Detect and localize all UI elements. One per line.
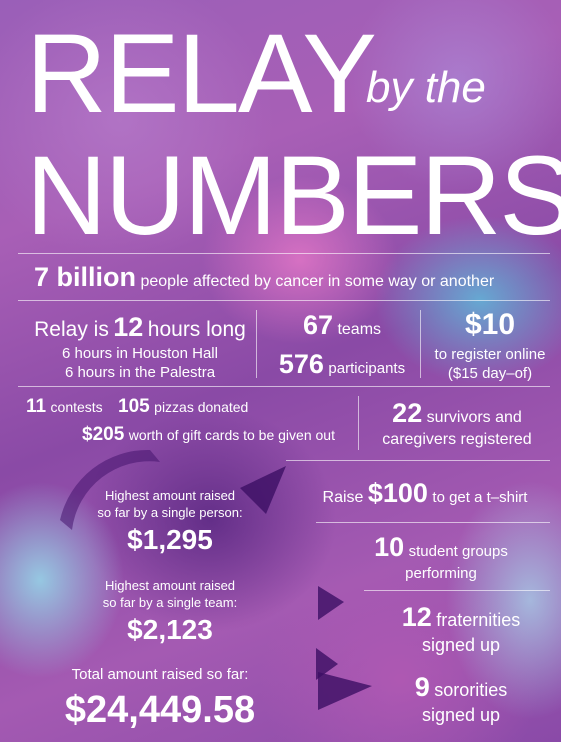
stat-line: so far by a single team: <box>102 595 238 610</box>
stat-label: participants <box>328 360 406 377</box>
stat-pre: Raise <box>322 489 364 506</box>
stat-post: to get a t–shirt <box>432 489 528 506</box>
stat-line: signed up <box>421 705 501 725</box>
stat-line: 6 hours in the Palestra <box>64 364 216 381</box>
stat-value: $24,449.58 <box>64 689 256 731</box>
stat-label: sororities <box>434 680 508 700</box>
stat-tshirt: Raise $100 to get a t–shirt <box>298 478 552 509</box>
stat-value: 12 <box>401 602 432 632</box>
stat-line: 6 hours in Houston Hall <box>62 345 218 362</box>
divider-v3 <box>358 396 359 450</box>
stat-top-team: Highest amount raised so far by a single… <box>60 578 280 646</box>
stat-value: 9 <box>414 672 430 702</box>
arrow-head-1 <box>240 466 286 514</box>
divider-v1 <box>256 310 257 378</box>
stat-value: 10 <box>374 532 405 562</box>
arrow-head-3 <box>316 648 338 680</box>
stat-line: Total amount raised so far: <box>71 666 249 683</box>
stat-line: Highest amount raised <box>104 488 236 503</box>
stat-contests: 11 contests <box>26 396 103 418</box>
stat-value: 11 <box>26 396 47 417</box>
divider-1 <box>18 253 550 254</box>
divider-6 <box>364 590 550 591</box>
stat-label: survivors and <box>426 409 522 426</box>
stat-student-groups: 10 student groups performing <box>330 532 552 582</box>
stat-label: pizzas donated <box>154 399 249 415</box>
stat-gift-cards: $205 worth of gift cards to be given out <box>82 424 335 446</box>
stat-line: so far by a single person: <box>97 505 243 520</box>
stat-pizzas: 105 pizzas donated <box>118 396 248 418</box>
divider-5 <box>316 522 550 523</box>
stat-value: 22 <box>392 398 423 428</box>
stat-value: 7 billion <box>34 262 137 292</box>
divider-v2 <box>420 310 421 378</box>
stat-value: $2,123 <box>127 614 213 645</box>
title-numbers: NUMBERS <box>26 133 561 258</box>
stat-line: ($15 day–of) <box>447 365 533 382</box>
stat-label: student groups <box>408 543 508 560</box>
stat-sororities: 9 sororities signed up <box>372 672 550 726</box>
stat-value: 12 <box>113 312 144 342</box>
stat-line: signed up <box>421 635 501 655</box>
stat-line: Highest amount raised <box>104 578 236 593</box>
stat-post: hours long <box>147 318 246 341</box>
stat-label: fraternities <box>436 610 521 630</box>
stat-people-affected: 7 billion people affected by cancer in s… <box>34 262 494 293</box>
stat-label: worth of gift cards to be given out <box>128 427 335 443</box>
stat-value: 576 <box>278 349 324 379</box>
stat-participants: 576 participants <box>268 349 416 380</box>
divider-4 <box>286 460 550 461</box>
title-by-the: by the <box>366 63 486 112</box>
stat-total-raised: Total amount raised so far: $24,449.58 <box>20 666 300 732</box>
stat-fraternities: 12 fraternities signed up <box>372 602 550 656</box>
stat-pre: Relay is <box>34 318 109 341</box>
stat-value: $1,295 <box>127 524 213 555</box>
stat-top-person: Highest amount raised so far by a single… <box>60 488 280 556</box>
stat-value: $100 <box>367 478 428 508</box>
arrow-head-4 <box>318 672 372 710</box>
stat-value: 67 <box>302 310 333 340</box>
stat-relay-hours: Relay is 12 hours long 6 hours in Housto… <box>20 312 260 381</box>
stat-label: contests <box>50 399 103 415</box>
stat-teams: 67 teams <box>268 310 416 341</box>
arc-shape <box>60 449 160 530</box>
stat-value: $10 <box>464 308 516 341</box>
stat-line: performing <box>405 565 477 582</box>
title-relay: RELAY <box>26 11 377 136</box>
divider-3 <box>18 386 550 387</box>
arrow-head-2 <box>318 586 344 620</box>
stat-value: $205 <box>82 424 125 445</box>
stat-label: people affected by cancer in some way or… <box>140 273 495 290</box>
stat-survivors: 22 survivors and caregivers registered <box>362 398 552 449</box>
stat-line: caregivers registered <box>382 431 532 448</box>
stat-value: 105 <box>118 396 150 417</box>
divider-2 <box>18 300 550 301</box>
stat-label: teams <box>337 321 382 338</box>
stat-registration: $10 to register online ($15 day–of) <box>424 308 556 382</box>
stat-line: to register online <box>434 346 546 363</box>
